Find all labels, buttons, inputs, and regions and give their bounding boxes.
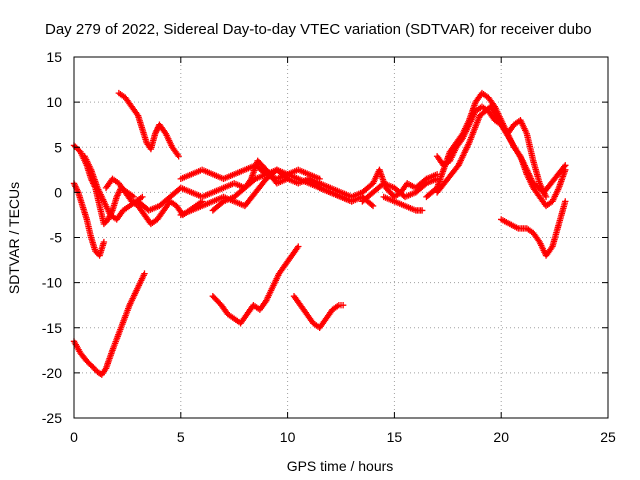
- data-point: [562, 198, 569, 205]
- data-point: [339, 301, 347, 309]
- series-arc-12: [290, 292, 347, 331]
- data-point: [175, 153, 182, 160]
- x-tick-label: 5: [177, 429, 185, 445]
- series-arc-18: [433, 103, 569, 196]
- y-tick-label: -25: [42, 410, 62, 426]
- data-point: [542, 193, 550, 201]
- y-tick-label: 15: [46, 49, 62, 65]
- data-point: [418, 207, 426, 214]
- series-arc-5: [115, 89, 182, 160]
- x-tick-label: 25: [600, 429, 616, 445]
- y-tick-label: -5: [50, 230, 63, 246]
- data-point: [295, 243, 302, 250]
- data-point: [100, 238, 108, 246]
- axis-ticks: 0 5 10 15 20 25 -25 -20 -15 -10 -5 0 5 10 15: [42, 49, 616, 445]
- data-point: [561, 163, 568, 170]
- grid: [74, 57, 608, 418]
- series-arc-15: [380, 193, 426, 214]
- data-point: [284, 175, 291, 183]
- y-tick-label: 10: [46, 94, 62, 110]
- series-arc-10: [209, 157, 291, 214]
- data-point: [139, 193, 146, 201]
- y-tick-label: -20: [42, 365, 62, 381]
- y-tick-label: 0: [54, 184, 62, 200]
- data-point: [368, 201, 375, 208]
- series-arc-19: [498, 198, 569, 259]
- series-arc-11: [209, 243, 302, 327]
- series-arc-14: [359, 175, 441, 205]
- y-tick-label: -10: [42, 275, 62, 291]
- chart-title: Day 279 of 2022, Sidereal Day-to-day VTE…: [45, 21, 592, 38]
- data-point: [130, 193, 138, 201]
- x-axis-title: GPS time / hours: [287, 458, 394, 474]
- data-point: [369, 202, 377, 210]
- series-arc-2: [70, 142, 138, 228]
- series-arc-1: [70, 270, 148, 378]
- x-tick-label: 15: [387, 429, 403, 445]
- y-axis-title: SDTVAR / TECUs: [6, 182, 22, 294]
- x-tick-label: 20: [493, 429, 509, 445]
- y-tick-label: 5: [54, 139, 62, 155]
- data-point: [141, 270, 148, 277]
- x-tick-label: 0: [70, 429, 78, 445]
- y-tick-label: -15: [42, 320, 62, 336]
- series-arc-3: [70, 180, 108, 259]
- data-point: [562, 162, 569, 169]
- x-tick-label: 10: [280, 429, 296, 445]
- data-points: [70, 89, 569, 378]
